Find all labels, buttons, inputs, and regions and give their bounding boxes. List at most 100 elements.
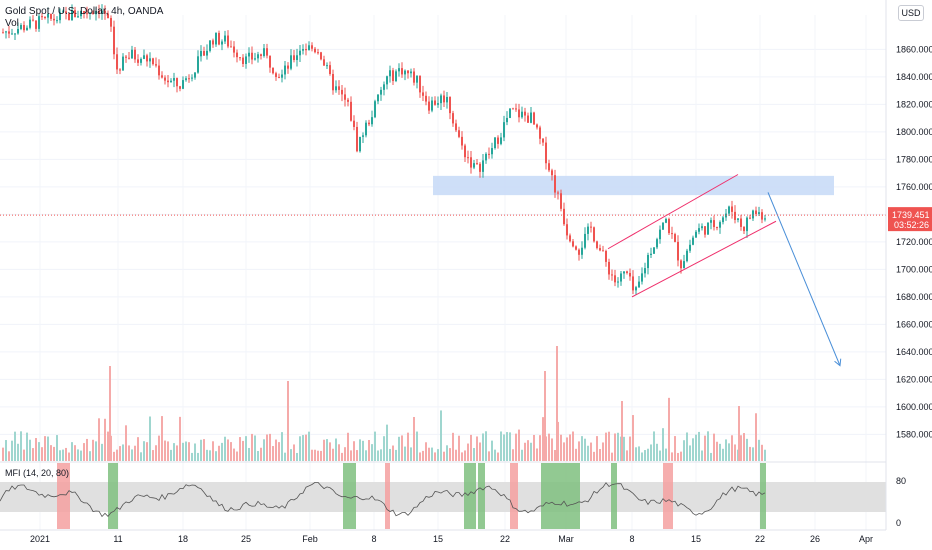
candle-body — [575, 246, 577, 250]
drawings[interactable] — [0, 174, 886, 367]
volume-bar — [362, 440, 364, 461]
candle-body — [515, 108, 517, 110]
volume-bar — [2, 447, 4, 461]
volume-bar — [446, 445, 448, 461]
volume-bar — [473, 448, 475, 461]
candle-body — [71, 10, 73, 21]
price-tick-label: 1840.000 — [896, 72, 932, 82]
candle-body — [173, 78, 175, 81]
candle-body — [167, 80, 169, 83]
volume-bar — [407, 432, 409, 461]
volume-spike — [738, 406, 740, 461]
candle-body — [98, 10, 100, 14]
candle-body — [365, 122, 367, 136]
candle-body — [728, 206, 730, 214]
candle-body — [371, 117, 373, 125]
candle-body — [296, 55, 298, 61]
mfi-highlight — [760, 463, 766, 529]
candle-body — [41, 16, 43, 18]
volume-bar — [32, 448, 34, 461]
volume-bar — [209, 450, 211, 461]
volume-bar — [641, 452, 643, 461]
volume-bar — [695, 434, 697, 461]
candle-body — [218, 32, 220, 45]
mfi-label[interactable]: MFI (14, 20, 80) — [5, 468, 70, 478]
price-tick-label: 1580.000 — [896, 429, 932, 439]
volume-bar — [698, 431, 700, 461]
volume-bar — [686, 432, 688, 461]
candle-body — [425, 95, 427, 102]
volume-bar — [500, 431, 502, 461]
candle-body — [467, 157, 469, 159]
volume-bar — [509, 432, 511, 461]
candle-body — [731, 206, 733, 212]
volume-bar — [26, 432, 28, 461]
time-tick-label: Mar — [558, 534, 574, 544]
volume-bar — [626, 450, 628, 461]
volume-bar — [344, 447, 346, 461]
volume-bar — [533, 434, 535, 461]
volume-bar — [128, 445, 130, 461]
candle-body — [20, 25, 22, 29]
candle-body — [269, 55, 271, 68]
candle-body — [227, 35, 229, 47]
candle-body — [743, 226, 745, 232]
volume-bar — [221, 442, 223, 461]
volume-bar — [104, 418, 106, 461]
currency-button[interactable]: USD — [898, 5, 924, 21]
volume-bar — [503, 434, 505, 461]
volume-bar — [629, 436, 631, 461]
volume-bar — [632, 415, 634, 461]
volume-bar — [398, 436, 400, 461]
volume-bar — [80, 450, 82, 461]
volume-bar — [725, 439, 727, 461]
candle-body — [281, 74, 283, 78]
volume-bar — [680, 451, 682, 461]
candle-body — [734, 211, 736, 220]
mfi-highlight — [385, 463, 390, 529]
candle-body — [398, 68, 400, 72]
candle-body — [380, 89, 382, 95]
candle-body — [614, 275, 616, 283]
time-tick-label: 22 — [755, 534, 765, 544]
candle-body — [518, 109, 520, 118]
candle-body — [11, 33, 13, 35]
candle-body — [65, 11, 67, 14]
candle-body — [710, 220, 712, 223]
time-tick-label: 26 — [810, 534, 820, 544]
price-tick-label: 1720.000 — [896, 237, 932, 247]
volume-bar — [722, 448, 724, 461]
candle-body — [191, 77, 193, 79]
volume-bar — [188, 442, 190, 461]
volume-bar — [320, 450, 322, 461]
volume-bar — [530, 442, 532, 461]
volume-bar — [527, 440, 529, 461]
time-tick-label: Feb — [302, 534, 318, 544]
volume-bar — [41, 447, 43, 461]
volume-bar — [248, 447, 250, 461]
volume-bar — [263, 439, 265, 461]
volume-bar — [77, 449, 79, 461]
candle-body — [551, 170, 553, 176]
volume-bar — [251, 433, 253, 461]
candle-body — [647, 254, 649, 269]
candle-body — [497, 137, 499, 144]
candle-body — [563, 208, 565, 225]
volume-bar — [716, 441, 718, 461]
volume-label[interactable]: Vol — [5, 18, 19, 29]
candle-body — [500, 137, 502, 144]
candle-body — [287, 65, 289, 69]
candle-body — [437, 103, 439, 105]
volume-bar — [599, 449, 601, 461]
supply-zone[interactable] — [433, 175, 834, 196]
candle-body — [335, 86, 337, 91]
volume-bar — [215, 451, 217, 461]
candle-body — [179, 86, 181, 89]
symbol-title[interactable]: Gold Spot / U.S. Dollar, 4h, OANDA — [5, 6, 164, 17]
candle-body — [143, 55, 145, 59]
candle-body — [248, 52, 250, 57]
candle-body — [620, 273, 622, 282]
candle-body — [569, 235, 571, 242]
candle-body — [659, 229, 661, 240]
